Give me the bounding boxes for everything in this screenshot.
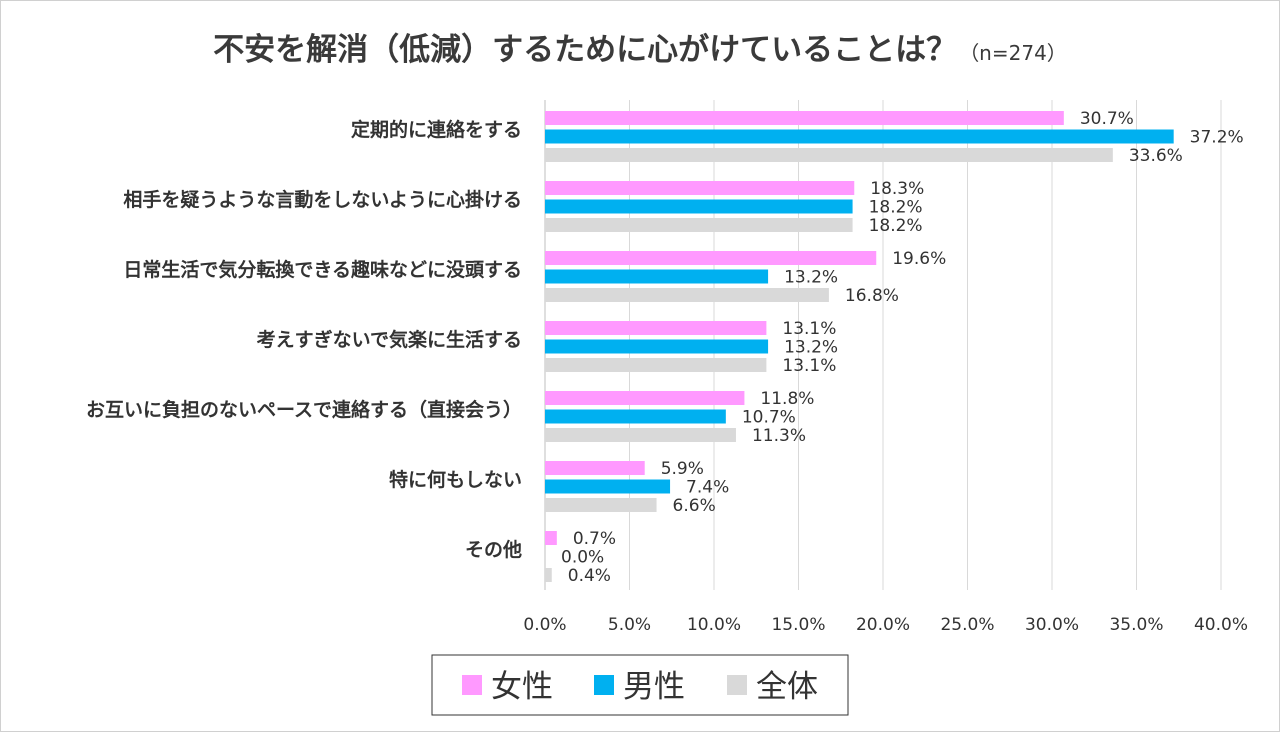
data-label: 13.2%: [784, 268, 838, 288]
bar-female: [545, 111, 1064, 125]
data-label: 5.9%: [661, 459, 704, 479]
bar-total: [545, 428, 736, 442]
bar-male: [545, 339, 769, 354]
bar-male: [545, 269, 769, 284]
data-label: 18.2%: [869, 198, 923, 218]
bar-total: [545, 498, 657, 512]
data-label: 13.1%: [782, 319, 836, 339]
data-label: 11.3%: [752, 426, 806, 446]
data-label: 33.6%: [1129, 146, 1183, 166]
x-tick-label: 15.0%: [771, 615, 825, 635]
data-label: 13.2%: [784, 338, 838, 358]
data-labels: 30.7%37.2%33.6%18.3%18.2%18.2%19.6%13.2%…: [561, 109, 1244, 586]
category-label: 相手を疑うような言動をしないように心掛ける: [123, 188, 522, 211]
x-tick-label: 25.0%: [940, 615, 994, 635]
x-tick-label: 0.0%: [523, 615, 566, 635]
x-tick-label: 30.0%: [1025, 615, 1079, 635]
bar-male: [545, 129, 1174, 144]
category-label: 考えすぎないで気楽に生活する: [257, 328, 522, 351]
bar-total: [545, 148, 1113, 162]
data-label: 10.7%: [742, 408, 796, 428]
x-tick-label: 35.0%: [1109, 615, 1163, 635]
data-label: 11.8%: [760, 389, 814, 409]
category-label: 定期的に連絡をする: [351, 118, 522, 141]
value-axis: 0.0% 5.0% 10.0% 15.0% 20.0% 25.0% 30.0% 35.0% 40…: [523, 615, 1248, 635]
data-label: 0.7%: [573, 529, 616, 549]
bar-male: [545, 479, 671, 494]
bar-total: [545, 358, 767, 372]
bar-female: [545, 181, 855, 195]
bar-female: [545, 251, 877, 265]
legend-swatch: [594, 675, 614, 695]
data-label: 7.4%: [686, 478, 729, 498]
legend: 女性 男性 全体: [431, 654, 849, 716]
category-label: 特に何もしない: [389, 468, 522, 491]
data-label: 19.6%: [892, 249, 946, 269]
data-label: 0.4%: [568, 566, 611, 586]
bars: [545, 111, 1174, 582]
bar-female: [545, 391, 745, 405]
category-axis: 定期的に連絡をする相手を疑うような言動をしないように心掛ける日常生活で気分転換で…: [86, 118, 522, 561]
data-label: 0.0%: [561, 548, 604, 568]
data-label: 18.3%: [870, 179, 924, 199]
bar-female: [545, 321, 767, 335]
x-tick-label: 40.0%: [1194, 615, 1248, 635]
legend-swatch: [727, 675, 747, 695]
bar-female: [545, 461, 645, 475]
x-tick-label: 5.0%: [608, 615, 651, 635]
chart-title-sample-size: （n=274）: [959, 41, 1067, 65]
bar-male: [545, 409, 726, 424]
legend-swatch: [462, 675, 482, 695]
legend-label: 全体: [756, 669, 818, 705]
data-label: 18.2%: [869, 216, 923, 236]
data-label: 13.1%: [782, 356, 836, 376]
category-label: お互いに負担のないペースで連絡する（直接会う）: [86, 398, 522, 421]
chart-title: 不安を解消（低減）するために心がけていることは？ （n=274）: [213, 32, 1067, 68]
bar-total: [545, 568, 552, 582]
bar-female: [545, 531, 557, 545]
category-label: 日常生活で気分転換できる趣味などに没頭する: [123, 258, 522, 281]
data-label: 30.7%: [1080, 109, 1134, 129]
chart-title-main: 不安を解消（低減）するために心がけていることは？: [213, 32, 957, 68]
data-label: 16.8%: [845, 286, 899, 306]
legend-label: 男性: [623, 669, 685, 705]
bar-total: [545, 218, 853, 232]
legend-label: 女性: [491, 669, 553, 705]
legend-box: [431, 654, 849, 716]
data-label: 37.2%: [1190, 128, 1244, 148]
x-tick-label: 20.0%: [856, 615, 910, 635]
category-label: その他: [465, 538, 522, 561]
bar-male: [545, 199, 853, 214]
x-tick-label: 10.0%: [687, 615, 741, 635]
bar-total: [545, 288, 829, 302]
data-label: 6.6%: [673, 496, 716, 516]
